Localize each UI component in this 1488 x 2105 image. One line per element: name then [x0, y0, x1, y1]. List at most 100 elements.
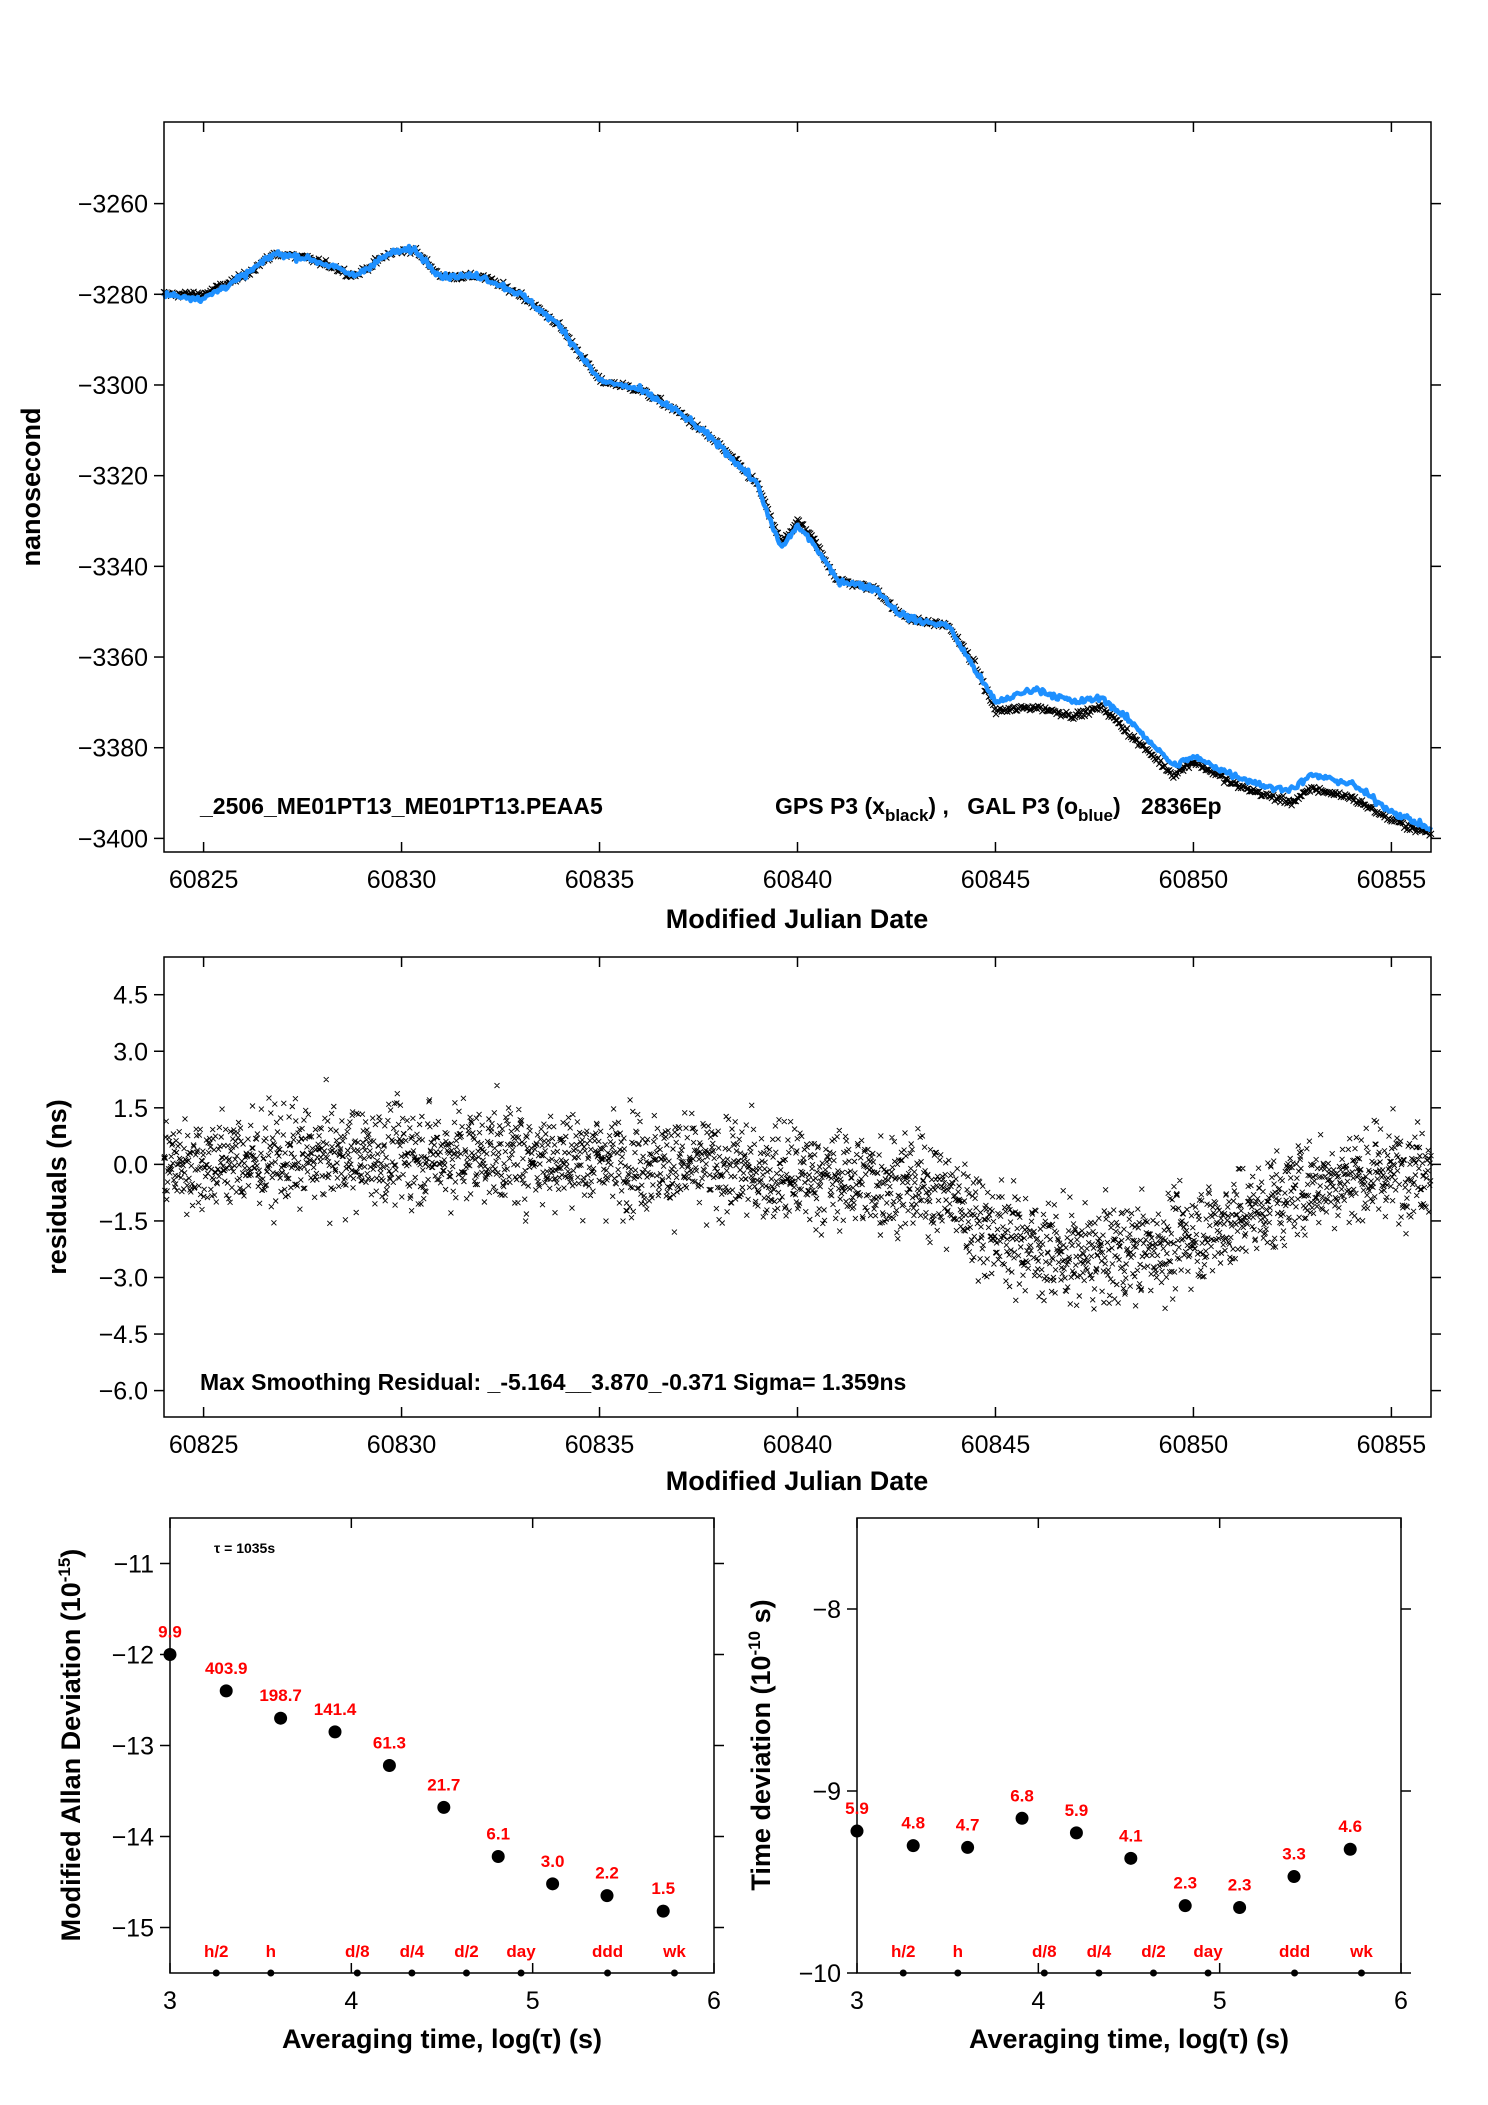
tdev-interval-marker — [1040, 1969, 1048, 1977]
phase-xlabel: Modified Julian Date — [666, 904, 929, 934]
residuals-ytick-label: −4.5 — [99, 1321, 148, 1349]
mdev-panel: 3 4 5 6 −15 −14 −13 −12 −11 9.9 403.9 198.7 141.4 61… — [55, 1517, 724, 2054]
tdev-point — [1287, 1870, 1301, 1884]
residuals-xtick-label: 60825 — [169, 1431, 239, 1459]
mdev-point — [382, 1759, 396, 1773]
phase-xtick-label: 60825 — [169, 866, 239, 894]
tdev-ytick-label: −8 — [812, 1596, 841, 1624]
tdev-point — [1343, 1842, 1357, 1856]
tdev-frame — [856, 1517, 1402, 1974]
phase-ylabel: nanosecond — [16, 407, 46, 566]
phase-frame — [163, 121, 1432, 853]
mdev-point-label: 403.9 — [205, 1659, 248, 1678]
phase-ytick-label: −3340 — [78, 553, 148, 581]
residuals-ytick-label: −1.5 — [99, 1208, 148, 1236]
mdev-interval-label: d/2 — [454, 1942, 479, 1961]
mdev-point-label: 21.7 — [427, 1775, 460, 1794]
tdev-point — [1124, 1851, 1138, 1865]
tdev-ytick-label: −10 — [799, 1960, 841, 1988]
mdev-point — [600, 1889, 614, 1903]
mdev-interval-label: d/4 — [400, 1942, 425, 1961]
mdev-point — [546, 1877, 560, 1891]
mdev-interval-marker — [267, 1969, 275, 1977]
mdev-point-label: 1.5 — [651, 1879, 675, 1898]
residuals-ylabel: residuals (ns) — [42, 1099, 72, 1275]
residuals-xtick-label: 60835 — [565, 1431, 635, 1459]
tdev-ylabel: Time deviation (10-10 s) — [745, 1599, 776, 1890]
mdev-ylabel-exp: -15 — [55, 1558, 74, 1583]
mdev-data: 9.9 403.9 198.7 141.4 61.3 21.7 6.1 3.0 2.2 1.5 h/… — [158, 1623, 686, 1977]
tdev-interval-label: wk — [1349, 1942, 1373, 1961]
mdev-point — [437, 1800, 451, 1814]
mdev-point-label: 3.0 — [541, 1852, 565, 1871]
residuals-xlabel: Modified Julian Date — [666, 1466, 929, 1496]
mdev-interval-marker — [462, 1969, 470, 1977]
tdev-interval-marker — [1357, 1969, 1365, 1977]
tdev-interval-marker — [899, 1969, 907, 1977]
tdev-interval-marker — [1291, 1969, 1299, 1977]
residuals-ytick-label: 0.0 — [113, 1151, 148, 1179]
gal-legend: GAL P3 (o — [967, 793, 1078, 819]
tdev-point-label: 5.9 — [1065, 1801, 1089, 1820]
tdev-point-label: 5.9 — [845, 1799, 869, 1818]
phase-annotation: _2506_ME01PT13_ME01PT13.PEAA5 GPS P3 (x b… — [199, 793, 1222, 825]
mdev-ytick-label: −14 — [112, 1824, 155, 1852]
phase-ytick-label: −3360 — [78, 644, 148, 672]
phase-xtick-label: 60845 — [961, 866, 1031, 894]
tdev-interval-marker — [1149, 1969, 1157, 1977]
phase-xtick-label: 60840 — [763, 866, 833, 894]
mdev-interval-label: h/2 — [204, 1942, 229, 1961]
residuals-ytick-label: 3.0 — [113, 1038, 148, 1066]
mdev-frame — [169, 1517, 715, 1974]
residuals-xtick-label: 60840 — [763, 1431, 833, 1459]
gps-legend-post: ) , — [928, 793, 948, 819]
mdev-interval-marker — [353, 1969, 361, 1977]
mdev-interval-marker — [408, 1969, 416, 1977]
tdev-xtick-label: 3 — [850, 1987, 864, 2015]
mdev-point-label: 198.7 — [259, 1686, 302, 1705]
tdev-interval-label: h — [953, 1942, 963, 1961]
tdev-interval-marker — [954, 1969, 962, 1977]
tdev-xlabel: Averaging time, log(τ) (s) — [969, 2024, 1289, 2054]
tdev-interval-marker — [1204, 1969, 1212, 1977]
mdev-point-label: 9.9 — [158, 1623, 182, 1642]
gal-legend-sub: blue — [1078, 806, 1113, 825]
mdev-point-label: 2.2 — [595, 1864, 619, 1883]
residuals-xtick-label: 60830 — [367, 1431, 437, 1459]
phase-ytick-label: −3400 — [78, 825, 148, 853]
mdev-interval-label: ddd — [592, 1942, 623, 1961]
tdev-panel: 3 4 5 6 −10 −9 −8 5.9 4.8 4.7 6.8 5.9 4.1 2.3 2.3 3.3 4… — [745, 1517, 1411, 2054]
mdev-ylabel-main: Modified Allan Deviation (10 — [56, 1582, 86, 1941]
mdev-ylabel-end: ) — [56, 1549, 86, 1558]
mdev-interval-label: d/8 — [345, 1942, 370, 1961]
mdev-point — [328, 1725, 342, 1739]
residuals-xtick-label: 60845 — [961, 1431, 1031, 1459]
mdev-xtick-label: 3 — [163, 1987, 177, 2015]
phase-panel: 60825 60830 60835 60840 60845 60850 60855 −3400… — [16, 121, 1441, 934]
gps-series — [160, 244, 1435, 839]
mdev-ytick-label: −12 — [112, 1642, 154, 1670]
mdev-xtick-label: 5 — [526, 1987, 540, 2015]
tdev-point-label: 3.3 — [1282, 1845, 1306, 1864]
phase-ytick-label: −3280 — [78, 281, 148, 309]
mdev-point — [274, 1711, 288, 1725]
mdev-interval-marker — [670, 1969, 678, 1977]
mdev-ytick-label: −13 — [112, 1733, 154, 1761]
residuals-annotation: Max Smoothing Residual: _-5.164__3.870_-… — [200, 1369, 906, 1395]
run-label: _2506_ME01PT13_ME01PT13.PEAA5 — [199, 793, 603, 819]
residuals-xtick-label: 60855 — [1357, 1431, 1427, 1459]
phase-data — [160, 243, 1435, 839]
mdev-interval-marker — [604, 1969, 612, 1977]
phase-ytick-label: −3320 — [78, 463, 148, 491]
gps-legend: GPS P3 (x — [775, 793, 885, 819]
tdev-ytick-label: −9 — [812, 1778, 841, 1806]
mdev-ytick-label: −15 — [112, 1915, 154, 1943]
residuals-ytick-label: −6.0 — [99, 1378, 148, 1406]
tdev-xtick-label: 6 — [1394, 1987, 1408, 2015]
tdev-data: 5.9 4.8 4.7 6.8 5.9 4.1 2.3 2.3 3.3 4.6 h/2 h d/8 d/4… — [845, 1786, 1373, 1977]
phase-xtick-label: 60835 — [565, 866, 635, 894]
tdev-interval-label: d/4 — [1087, 1942, 1112, 1961]
mdev-point-label: 6.1 — [486, 1825, 510, 1844]
mdev-interval-label: day — [506, 1942, 536, 1961]
residuals-ticks: 60825 60830 60835 60840 60845 60850 60855 −6.0 −… — [99, 957, 1441, 1459]
